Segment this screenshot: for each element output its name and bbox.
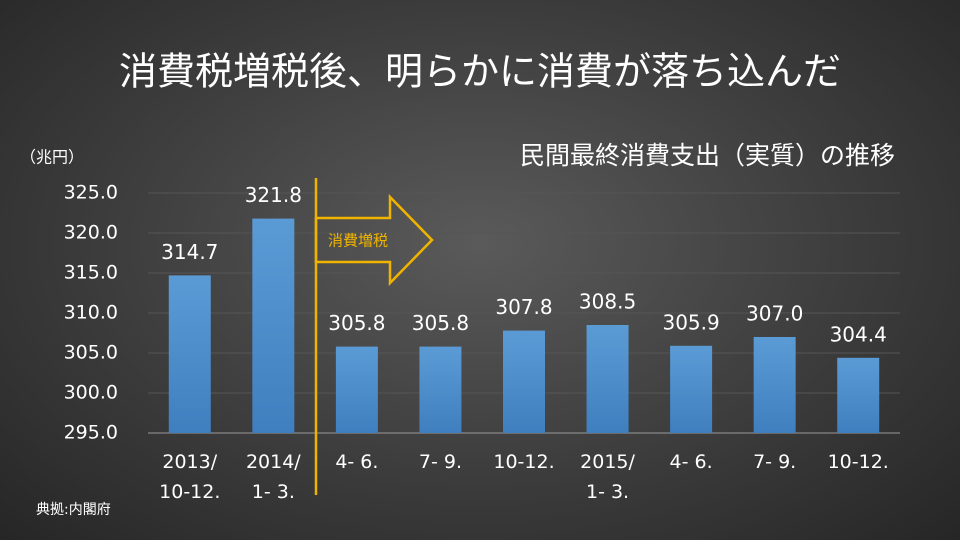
- x-tick-label: 2015/ 1- 3.: [580, 451, 635, 503]
- x-tick-label: 4- 6.: [335, 451, 379, 473]
- value-label: 304.4: [830, 322, 887, 346]
- annotation: 消費増税: [328, 232, 388, 250]
- y-tick-label: 295.0: [64, 422, 118, 444]
- chart-title: 消費税増税後、明らかに消費が落ち込んだ: [119, 50, 841, 94]
- value-label: 305.8: [328, 311, 385, 335]
- x-tick-label: 7- 9.: [753, 451, 797, 473]
- x-tick-label: 2014/ 1- 3.: [245, 451, 301, 503]
- bar: [837, 357, 880, 433]
- chart-subtitle: 民間最終消費支出（実質）の推移: [520, 141, 895, 170]
- value-label: 321.8: [245, 183, 302, 207]
- source: 典拠:内閣府: [36, 502, 111, 518]
- bar: [670, 345, 713, 433]
- y-tick-label: 305.0: [64, 342, 118, 364]
- bar: [252, 218, 295, 433]
- bar: [753, 337, 796, 433]
- y-tick-label: 325.0: [64, 182, 118, 204]
- value-label: 314.7: [161, 240, 218, 264]
- x-tick-label: 4- 6.: [669, 451, 713, 473]
- bar: [503, 330, 545, 433]
- tax-hike-arrow: [314, 193, 434, 287]
- x-tick-label: 2013/ 10-12.: [159, 451, 221, 503]
- x-tick-label: 7- 9.: [418, 451, 462, 473]
- bar: [168, 275, 211, 433]
- x-tick-label: 10-12.: [827, 451, 889, 473]
- value-label: 305.9: [662, 310, 719, 334]
- y-tick-label: 315.0: [64, 262, 118, 284]
- y-tick-label: 310.0: [64, 302, 118, 324]
- value-label: 307.0: [746, 302, 803, 326]
- y-tick-label: 320.0: [64, 222, 118, 244]
- bar: [586, 325, 629, 433]
- unit-label: （兆円）: [20, 148, 84, 167]
- value-label: 308.5: [579, 290, 636, 314]
- bar: [419, 346, 462, 433]
- y-tick-label: 300.0: [64, 382, 118, 404]
- value-label: 305.8: [412, 311, 469, 335]
- bar: [335, 346, 378, 433]
- x-tick-label: 10-12.: [493, 451, 555, 473]
- value-label: 307.8: [495, 295, 552, 319]
